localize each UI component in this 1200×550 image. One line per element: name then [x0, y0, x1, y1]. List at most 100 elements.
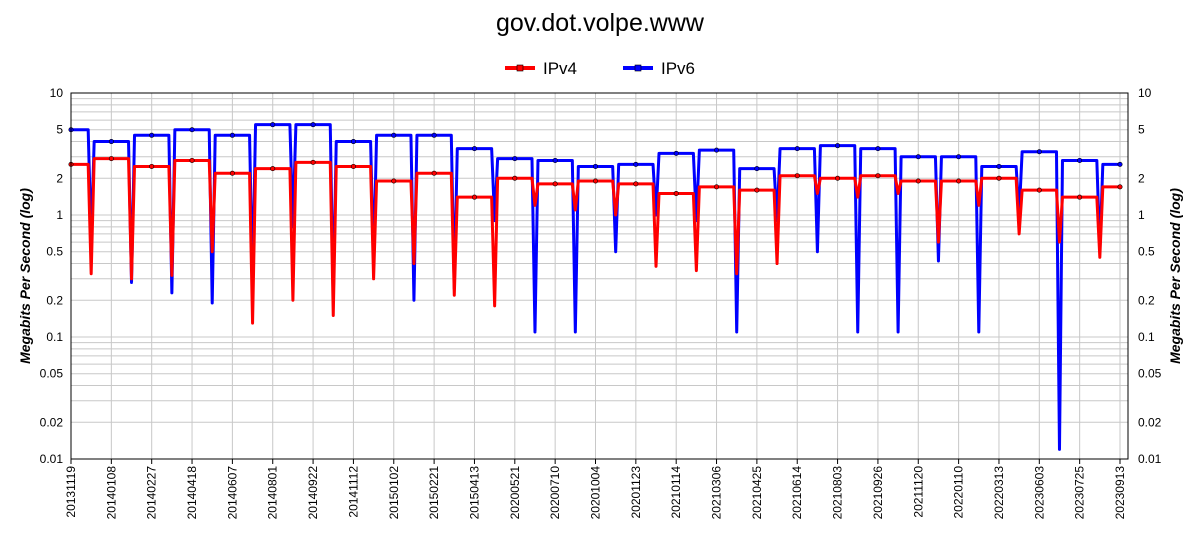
x-tick-label: 20201004	[589, 466, 603, 520]
y-axis-right: 10 5 2 1 0.5 0.2 0.1 0.05 0.02 0.01	[1138, 86, 1162, 466]
y-tick-label-left: 10	[50, 86, 64, 100]
x-tick-label: 20150413	[467, 466, 481, 520]
legend-label-ipv6: IPv6	[661, 59, 695, 78]
data-point-ipv6	[754, 166, 760, 172]
data-point-ipv6	[1036, 149, 1042, 155]
data-point-ipv4	[592, 178, 598, 184]
x-tick-label: 20200710	[548, 466, 562, 520]
data-point-ipv4	[512, 175, 518, 181]
data-point-ipv4	[915, 178, 921, 184]
x-tick-label: 20150102	[387, 466, 401, 520]
data-point-ipv6	[592, 163, 598, 169]
data-point-ipv6	[1117, 161, 1123, 167]
x-tick-label: 20220110	[952, 466, 966, 519]
data-point-ipv4	[189, 157, 195, 163]
data-point-ipv6	[108, 139, 114, 145]
data-point-ipv6	[229, 132, 235, 138]
data-point-ipv6	[915, 154, 921, 160]
y-tick-label-right: 1	[1138, 208, 1145, 222]
data-point-ipv4	[310, 159, 316, 165]
legend-item-ipv6: IPv6	[623, 59, 695, 78]
data-point-ipv6	[875, 146, 881, 152]
data-point-ipv4	[149, 163, 155, 169]
y-tick-label-right: 2	[1138, 171, 1145, 185]
data-point-ipv6	[391, 132, 397, 138]
series-ipv4	[68, 156, 1123, 325]
x-tick-label: 20140607	[225, 466, 239, 520]
x-axis: 20131119 20140108 20140227 20140418 20140607…	[64, 459, 1127, 519]
x-tick-label: 20200521	[508, 466, 522, 520]
data-point-ipv4	[270, 166, 276, 172]
y-tick-label-left: 0.1	[46, 330, 63, 344]
data-point-ipv4	[996, 175, 1002, 181]
y-tick-label-right: 0.01	[1138, 452, 1162, 466]
data-point-ipv6	[1077, 157, 1083, 163]
y-tick-label-right: 10	[1138, 86, 1152, 100]
data-point-ipv4	[714, 184, 720, 190]
x-tick-label: 20210926	[871, 466, 885, 520]
y-tick-label-left: 0.05	[40, 367, 64, 381]
x-tick-label: 20211120	[911, 466, 925, 518]
data-point-ipv6	[189, 127, 195, 133]
data-point-ipv6	[512, 156, 518, 162]
x-tick-label: 20230603	[1032, 466, 1046, 520]
data-point-ipv4	[552, 181, 558, 187]
data-point-ipv4	[673, 191, 679, 197]
data-point-ipv6	[552, 157, 558, 163]
y-tick-label-left: 5	[56, 123, 63, 137]
legend-item-ipv4: IPv4	[505, 59, 577, 78]
data-point-ipv4	[1077, 194, 1083, 200]
y-axis-label-left: Megabits Per Second (log)	[17, 188, 33, 364]
data-point-ipv4	[350, 163, 356, 169]
x-tick-label: 20140227	[145, 466, 159, 520]
x-tick-label: 20141112	[346, 466, 360, 518]
y-tick-label-right: 0.2	[1138, 293, 1155, 307]
data-point-ipv4	[1117, 184, 1123, 190]
x-tick-label: 20230913	[1113, 466, 1127, 520]
data-point-ipv6	[633, 161, 639, 167]
data-point-ipv6	[149, 132, 155, 138]
data-point-ipv6	[835, 143, 841, 149]
data-point-ipv6	[794, 146, 800, 152]
data-point-ipv6	[673, 150, 679, 156]
x-tick-label: 20220313	[992, 466, 1006, 520]
x-tick-label: 20150221	[427, 466, 441, 520]
y-axis-left: 10 5 2 1 0.5 0.2 0.1 0.05 0.02 0.01	[40, 86, 64, 466]
data-point-ipv4	[108, 156, 114, 162]
legend-marker-ipv4	[516, 64, 524, 72]
x-tick-label: 20140801	[266, 466, 280, 520]
y-tick-label-left: 0.01	[40, 452, 64, 466]
data-point-ipv4	[875, 173, 881, 179]
legend: IPv4 IPv6	[505, 59, 695, 78]
y-tick-label-left: 2	[56, 171, 63, 185]
chart-title: gov.dot.volpe.www	[496, 9, 705, 37]
data-point-ipv4	[633, 181, 639, 187]
y-tick-label-left: 0.5	[46, 245, 63, 259]
y-tick-label-left: 0.2	[46, 293, 63, 307]
data-point-ipv6	[431, 132, 437, 138]
x-tick-label: 20140418	[185, 466, 199, 520]
y-tick-label-right: 5	[1138, 123, 1145, 137]
x-tick-label: 20140108	[104, 466, 118, 520]
data-point-ipv4	[794, 173, 800, 179]
data-point-ipv6	[471, 146, 477, 152]
legend-label-ipv4: IPv4	[543, 59, 577, 78]
y-tick-label-left: 1	[56, 208, 63, 222]
data-point-ipv6	[996, 163, 1002, 169]
x-tick-label: 20131119	[64, 466, 78, 518]
y-tick-label-right: 0.02	[1138, 415, 1162, 429]
data-point-ipv4	[471, 194, 477, 200]
legend-marker-ipv6	[634, 64, 642, 72]
x-tick-label: 20210803	[831, 466, 845, 520]
y-axis-label-right: Megabits Per Second (log)	[1167, 188, 1183, 364]
x-tick-label: 20210614	[790, 466, 804, 520]
x-tick-label: 20210114	[669, 466, 683, 519]
series-layer	[68, 122, 1123, 451]
data-point-ipv4	[431, 170, 437, 176]
data-point-ipv6	[956, 154, 962, 160]
data-point-ipv4	[835, 175, 841, 181]
data-point-ipv4	[1036, 187, 1042, 193]
data-point-ipv4	[229, 170, 235, 176]
data-point-ipv4	[391, 178, 397, 184]
